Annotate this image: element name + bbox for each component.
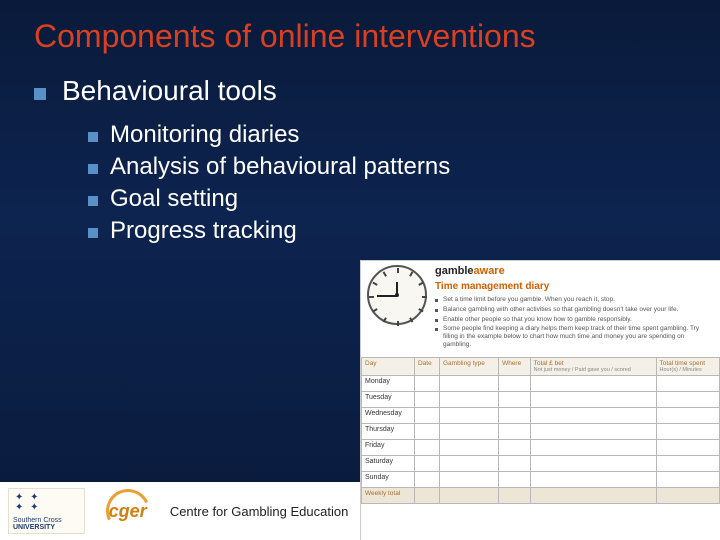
bullet-level2: Analysis of behavioural patterns <box>88 153 720 181</box>
table-row: Wednesday <box>362 407 720 423</box>
diary-title: Time management diary <box>435 281 714 292</box>
diary-table: Day Date Gambling type Where Total £ bet… <box>361 357 720 504</box>
col-bet: Total £ betNot just money / Paid gave yo… <box>530 357 656 375</box>
bullet-level1-text: Behavioural tools <box>62 75 277 107</box>
diary-bullet: Some people find keeping a diary helps t… <box>435 325 714 348</box>
slide-title: Components of online interventions <box>0 0 720 67</box>
col-where: Where <box>499 357 531 375</box>
table-row: Thursday <box>362 423 720 439</box>
logo-cger: cger <box>97 488 157 534</box>
table-row: Saturday <box>362 455 720 471</box>
bullet-level2-text: Analysis of behavioural patterns <box>110 153 450 181</box>
slide-content: Behavioural tools Monitoring diaries Ana… <box>0 67 720 245</box>
col-date: Date <box>414 357 439 375</box>
brand-part-black: gamble <box>435 265 474 277</box>
logo-southern-cross: ✦ ✦✦ ✦ Southern Cross UNIVERSITY <box>8 488 85 534</box>
stars-icon: ✦ ✦✦ ✦ <box>15 493 41 513</box>
table-row: Monday <box>362 375 720 391</box>
square-bullet-icon <box>88 164 98 174</box>
table-row: Friday <box>362 439 720 455</box>
table-row-total: Weekly total <box>362 487 720 503</box>
bullet-level2: Goal setting <box>88 185 720 213</box>
diary-bullet: Balance gambling with other activities s… <box>435 306 714 314</box>
bullet-level1: Behavioural tools <box>34 75 720 107</box>
square-bullet-icon <box>88 196 98 206</box>
table-row: Tuesday <box>362 391 720 407</box>
clock-icon <box>367 265 427 325</box>
diary-bullet: Set a time limit before you gamble. When… <box>435 296 714 304</box>
bullet-level2: Progress tracking <box>88 217 720 245</box>
table-row: Sunday <box>362 471 720 487</box>
square-bullet-icon <box>88 228 98 238</box>
diary-bullet: Enable other people so that you know how… <box>435 316 714 324</box>
diary-brand: gambleaware <box>435 265 714 277</box>
bullet-level2-text: Monitoring diaries <box>110 121 299 149</box>
diary-inset-image: gambleaware Time management diary Set a … <box>360 260 720 540</box>
diary-bullets: Set a time limit before you gamble. When… <box>435 296 714 349</box>
square-bullet-icon <box>88 132 98 142</box>
logo1-line2: UNIVERSITY <box>13 524 55 531</box>
bullet-level2-text: Progress tracking <box>110 217 297 245</box>
bullet-level2-group: Monitoring diaries Analysis of behaviour… <box>34 117 720 245</box>
bullet-level2: Monitoring diaries <box>88 121 720 149</box>
footer-bar: ✦ ✦✦ ✦ Southern Cross UNIVERSITY cger Ce… <box>0 482 360 540</box>
bullet-level2-text: Goal setting <box>110 185 238 213</box>
logo1-line1: Southern Cross <box>13 517 62 524</box>
col-day: Day <box>362 357 415 375</box>
brand-part-orange: aware <box>474 265 505 277</box>
square-bullet-icon <box>34 88 46 100</box>
col-type: Gambling type <box>439 357 498 375</box>
footer-center-text: Centre for Gambling Education & Re <box>170 504 352 519</box>
swoosh-icon <box>99 483 155 539</box>
col-time: Total time spentHour(s) / Minutes <box>656 357 719 375</box>
